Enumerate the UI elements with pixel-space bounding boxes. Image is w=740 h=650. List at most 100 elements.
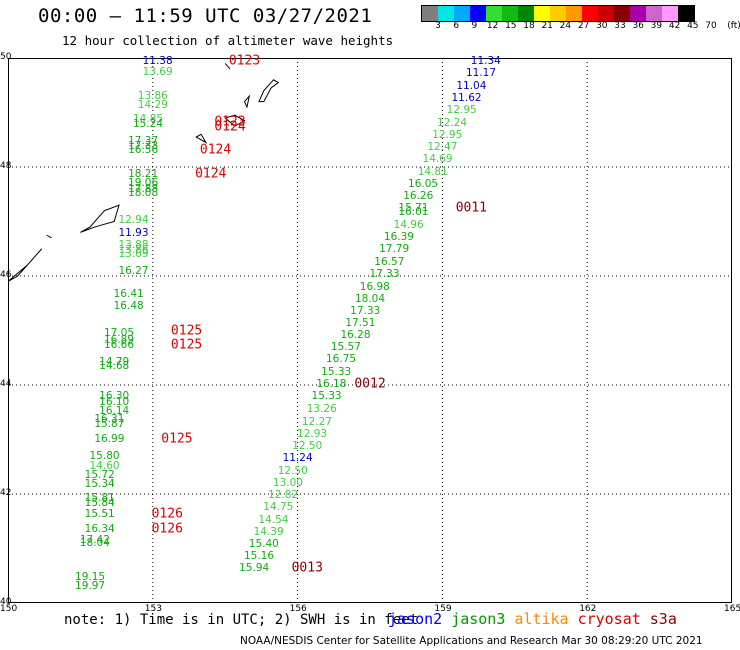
- wave-height-point: 12.95: [432, 128, 463, 141]
- wave-height-point: 16.27: [118, 265, 149, 278]
- color-scale-label: 42: [668, 21, 681, 31]
- wave-height-point: 13.26: [306, 402, 337, 415]
- wave-height-point: 16.89: [103, 334, 135, 347]
- island-shape: [224, 114, 246, 127]
- wave-height-point: 12.93: [297, 427, 328, 440]
- color-swatch: [438, 6, 454, 21]
- color-scale-bar: [421, 5, 695, 22]
- wave-height-point: 16.48: [113, 299, 144, 312]
- island-shape: [243, 94, 251, 109]
- wave-height-point: 11.34: [470, 55, 501, 68]
- map-subtitle: 12 hour collection of altimeter wave hei…: [62, 33, 394, 48]
- pass-time-label: 0125: [170, 337, 203, 353]
- color-scale-label: 45: [687, 21, 699, 31]
- wave-height-point: 14.60: [89, 459, 120, 472]
- pass-time-label: 0124: [195, 166, 227, 182]
- wave-height-point: 17.88: [128, 182, 159, 195]
- wave-height-point: 12.24: [437, 116, 468, 129]
- wave-height-point: 12.27: [301, 415, 332, 428]
- wave-height-point: 13.86: [118, 243, 149, 256]
- wave-height-point: 17.37: [128, 134, 159, 147]
- wave-height-point: 18.08: [128, 186, 159, 199]
- color-swatch: [550, 6, 566, 21]
- wave-height-point: 18.21: [128, 167, 159, 180]
- color-swatch: [678, 6, 694, 21]
- color-swatch: [566, 6, 582, 21]
- wave-height-point: 16.99: [94, 432, 125, 445]
- x-tick-label: 159: [434, 604, 452, 614]
- wave-height-point: 12.50: [277, 464, 308, 477]
- legend-item-jason2: jason2: [388, 610, 443, 628]
- wave-height-point: 15.40: [248, 537, 279, 550]
- pass-time-label: 0125: [170, 323, 203, 338]
- wave-height-point: 17.79: [379, 243, 410, 256]
- island-shape: [224, 63, 231, 70]
- color-scale-label: 24: [559, 21, 572, 31]
- color-scale-labels: 3 6 9 12 15 18 21 24 27 30 33 36 39 42 45 70 (ft): [421, 21, 740, 33]
- wave-height-point: 15.51: [84, 507, 115, 520]
- x-tick-label: 165: [724, 604, 740, 614]
- wave-height-point: 15.72: [84, 469, 115, 482]
- wave-height-point: 11.04: [456, 79, 487, 92]
- wave-height-point: 15.24: [132, 118, 163, 131]
- wave-height-point: 16.05: [408, 177, 439, 190]
- color-scale-label: 39: [650, 21, 663, 31]
- wave-height-point: 16.34: [84, 522, 115, 535]
- pass-time-label: 0126: [151, 521, 183, 537]
- wave-height-point: 12.95: [446, 104, 477, 117]
- wave-height-point: 11.24: [282, 452, 313, 465]
- wave-height-point: 17.33: [128, 140, 159, 153]
- x-tick-label: 153: [144, 604, 162, 614]
- wave-height-point: 11.38: [142, 55, 173, 68]
- wave-height-point: 11.93: [118, 227, 149, 240]
- satellite-legend: jason2 jason3 altika cryosat s3a: [388, 610, 686, 628]
- wave-height-point: 16.98: [359, 280, 390, 293]
- wave-height-point: 14.54: [258, 513, 289, 526]
- wave-height-point: 13.69: [142, 66, 173, 79]
- credit-line: NOAA/NESDIS Center for Satellite Applica…: [240, 635, 703, 647]
- wave-height-point: 15.57: [330, 341, 361, 354]
- wave-height-point: 15.33: [311, 390, 342, 403]
- wave-height-point: 16.56: [128, 144, 159, 157]
- wave-height-point: 12.50: [292, 440, 323, 453]
- wave-height-point: 15.34: [84, 477, 115, 490]
- wave-height-point: 16.31: [94, 412, 125, 425]
- legend-item-s3a: s3a: [649, 610, 677, 628]
- wave-height-point: 19.15: [75, 571, 106, 584]
- color-scale-label: 21: [541, 21, 553, 31]
- island-shape: [8, 248, 43, 282]
- wave-height-point: 16.14: [99, 404, 130, 417]
- map-plot-area: 11.38 13.69 13.86 14.29 14.85 15.24 17.37 17.33…: [8, 54, 732, 603]
- wave-height-point: 15.81: [84, 491, 115, 504]
- pass-time-label: 0123: [214, 114, 246, 130]
- wave-height-point: 18.04: [79, 537, 110, 550]
- wave-height-point: 16.10: [99, 395, 130, 408]
- color-swatch: [470, 6, 486, 21]
- wave-height-point: 16.66: [103, 338, 135, 351]
- wave-height-point: 15.84: [84, 496, 115, 509]
- wave-height-point: 17.42: [79, 533, 110, 546]
- wave-height-point: 19.97: [75, 580, 106, 593]
- x-tick-label: 150: [0, 604, 18, 614]
- color-scale-label: 15: [505, 21, 517, 31]
- color-scale-label: 9: [471, 21, 478, 31]
- map-frame: [8, 58, 732, 603]
- color-swatch: [646, 6, 662, 21]
- wave-height-point: 16.57: [374, 255, 405, 268]
- wave-height-point: 16.30: [99, 389, 130, 402]
- pass-time-label: 0013: [291, 560, 323, 576]
- color-scale-label: 36: [632, 21, 644, 31]
- footer-note: note: 1) Time is in UTC; 2) SWH is in fe…: [64, 612, 419, 628]
- island-shape: [46, 234, 52, 239]
- y-tick-label: 40: [0, 597, 12, 607]
- legend-item-altika: altika: [514, 610, 569, 628]
- map-title: 00:00 – 11:59 UTC 03/27/2021: [38, 5, 373, 27]
- wave-height-point: 17.51: [345, 317, 376, 330]
- wave-height-point: 12.82: [268, 489, 299, 502]
- color-swatch: [534, 6, 550, 21]
- wave-height-point: 17.33: [350, 305, 381, 318]
- color-swatch: [598, 6, 614, 21]
- wave-height-point: 14.68: [99, 360, 130, 373]
- wave-height-point: 14.39: [253, 525, 284, 538]
- island-shape: [80, 204, 120, 233]
